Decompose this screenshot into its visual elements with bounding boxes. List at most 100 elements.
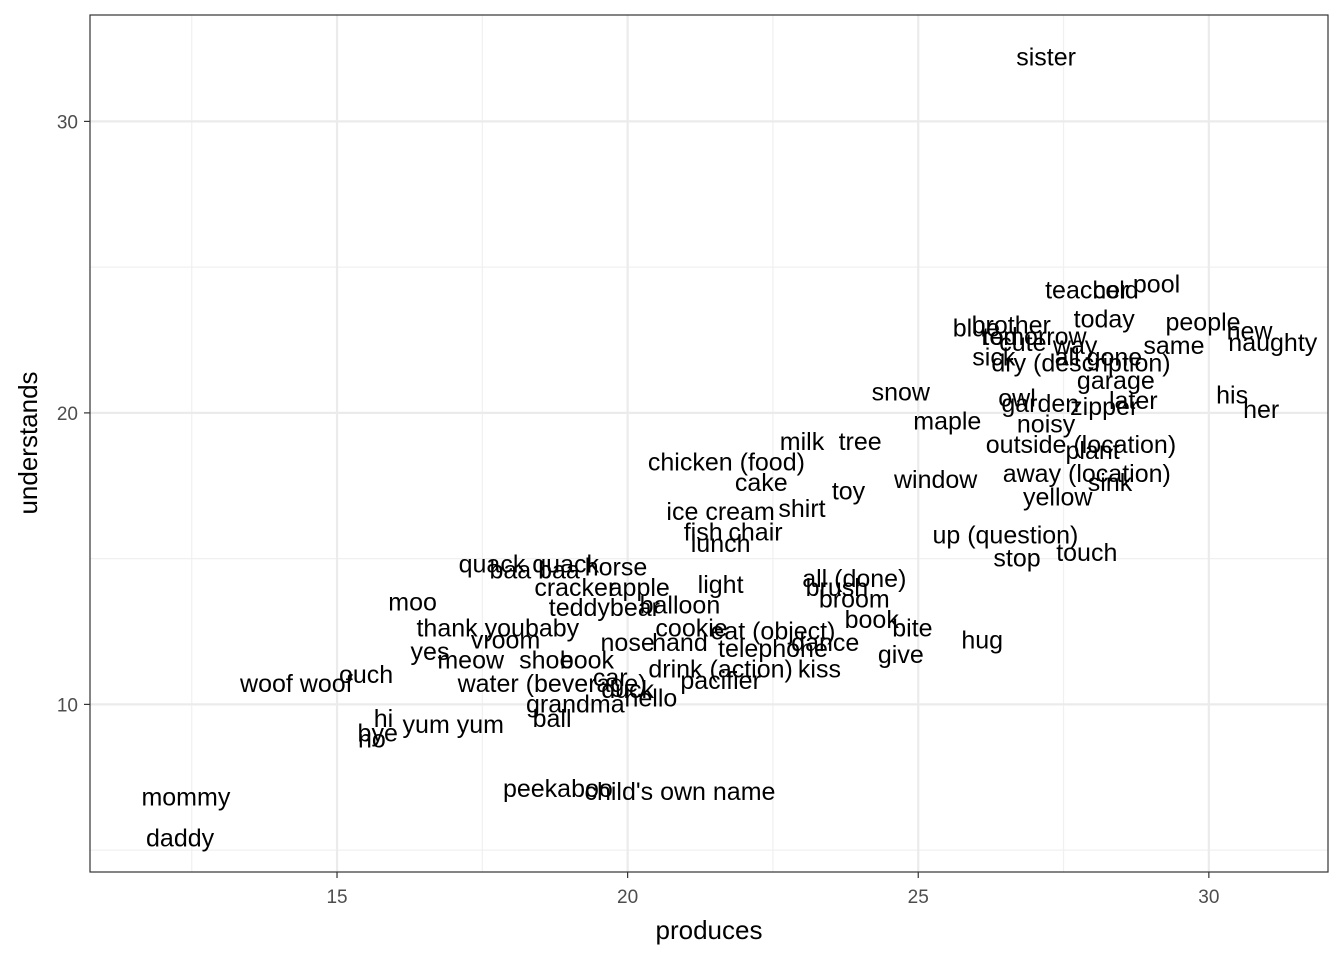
point-label: later (1109, 387, 1158, 415)
point-label: book (845, 606, 900, 634)
point-label: kiss (798, 655, 841, 683)
y-tick-label: 10 (57, 695, 78, 716)
x-tick-label: 25 (908, 887, 929, 908)
point-label: window (893, 466, 978, 494)
point-label: hi (374, 705, 393, 733)
point-label: bye (358, 720, 398, 748)
point-label: give (878, 641, 924, 669)
point-label: child's own name (584, 778, 775, 806)
grid-layer (90, 15, 1328, 872)
point-label: mommy (141, 784, 230, 812)
x-tick-label: 20 (617, 887, 638, 908)
point-label: pool (1133, 271, 1180, 299)
point-label: balloon (640, 591, 721, 619)
point-label: cake (735, 469, 788, 497)
point-label: maple (913, 408, 981, 436)
point-label: red (982, 323, 1018, 351)
point-label: yes (411, 638, 450, 666)
point-label: cute (999, 329, 1046, 357)
point-label: yellow (1023, 483, 1093, 511)
point-label: baa baa (489, 556, 579, 584)
point-label: telephone (718, 635, 828, 663)
point-label: pacifier (680, 667, 761, 695)
y-tick-label: 20 (57, 404, 78, 425)
point-label: teddybear (549, 594, 660, 622)
point-label: brother (972, 311, 1051, 339)
point-label: thank you (416, 615, 524, 643)
x-tick-label: 15 (326, 887, 347, 908)
point-label: nose (601, 629, 655, 657)
point-label: fish (684, 518, 723, 546)
x-axis-title: produces (656, 915, 763, 945)
point-label: hand (652, 629, 708, 657)
point-label: peekaboo (503, 775, 613, 803)
point-label: sister (1016, 43, 1076, 71)
point-label: up (question) (932, 521, 1078, 549)
point-label: cold (1093, 276, 1139, 304)
point-label: light (698, 571, 744, 599)
point-label: daddy (146, 824, 215, 852)
point-label: chair (728, 518, 782, 546)
point-label: moo (388, 588, 437, 616)
point-label: dance (791, 629, 859, 657)
point-label: horse (585, 553, 648, 581)
point-label: hello (624, 685, 677, 713)
point-label: meow (437, 647, 505, 675)
point-label: owl (998, 384, 1036, 412)
point-label: his (1216, 381, 1248, 409)
point-label: cracker (534, 574, 616, 602)
point-label: shoe (519, 647, 573, 675)
point-label: baby (525, 615, 580, 643)
point-label: milk (780, 428, 825, 456)
point-label: drink (action) (648, 655, 793, 683)
point-label: hug (961, 626, 1003, 654)
point-label: apple (609, 574, 670, 602)
point-label: cookie (655, 615, 727, 643)
point-label: quack quack (459, 550, 600, 578)
point-label: her (1243, 396, 1279, 424)
point-label: vroom (471, 626, 540, 654)
point-label: noisy (1017, 411, 1076, 439)
point-label: away (location) (1003, 460, 1171, 488)
point-label: broom (819, 585, 890, 613)
point-label: brush (806, 574, 869, 602)
point-label: garage (1077, 367, 1155, 395)
point-label: outside (location) (986, 431, 1176, 459)
point-label: car (593, 664, 628, 692)
point-label: teacher (1045, 276, 1128, 304)
point-label: lunch (691, 530, 751, 558)
point-label: stop (993, 545, 1040, 573)
point-label: shirt (778, 495, 825, 523)
point-label: toy (832, 478, 866, 506)
point-label: ouch (339, 661, 393, 689)
y-tick-label: 30 (57, 112, 78, 133)
point-label: grandma (526, 690, 625, 718)
point-label: eat (object) (710, 618, 835, 646)
point-label: today (1074, 306, 1136, 334)
point-label: people (1165, 309, 1240, 337)
point-label: ice cream (666, 498, 774, 526)
point-label: sink (1088, 469, 1133, 497)
point-label: tree (839, 428, 882, 456)
point-label: ball (533, 705, 572, 733)
point-label: all gone (1055, 344, 1143, 372)
point-label: chicken (food) (648, 448, 805, 476)
point-label: garden (1001, 390, 1079, 418)
point-label: blue (953, 314, 1000, 342)
point-label: water (beverage) (457, 670, 647, 698)
point-label: snow (872, 378, 931, 406)
point-label: touch (1056, 539, 1117, 567)
point-label: all (done) (802, 565, 906, 593)
point-label: duck (601, 676, 654, 704)
point-label: no (358, 725, 386, 753)
point-label: naughty (1228, 329, 1317, 357)
point-label: zipper (1070, 393, 1138, 421)
y-axis-title: understands (13, 371, 43, 514)
point-label: bite (892, 615, 932, 643)
point-label: book (560, 647, 615, 675)
point-label: tomorrow (982, 323, 1087, 351)
point-label: same (1143, 332, 1204, 360)
plot-border (89, 14, 1329, 873)
